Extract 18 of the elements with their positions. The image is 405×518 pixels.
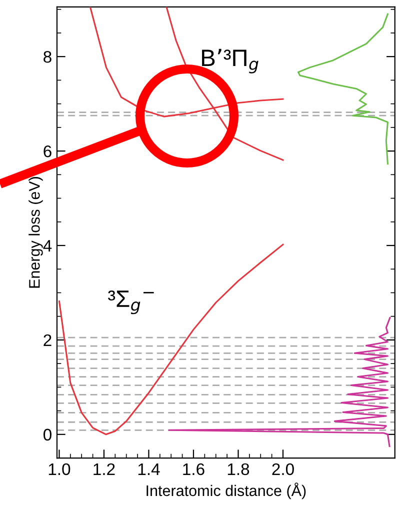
y-tick-label: 6 <box>44 145 52 158</box>
line-series <box>297 13 388 165</box>
x-axis-title: Interatomic distance (Å) <box>146 482 306 500</box>
x-tick-label: 1.2 <box>94 463 115 475</box>
x-tick-label: 1.4 <box>138 463 160 475</box>
x-tick-label: 1.0 <box>48 463 70 476</box>
x-tick-label: 1.8 <box>228 463 250 476</box>
y-tick-label: 0 <box>44 428 52 441</box>
y-axis-title: Energy loss (eV) <box>28 176 43 288</box>
line-series <box>168 316 391 447</box>
y-tick-label: 4 <box>43 240 52 252</box>
annotation: ³Σ$_{g}$$^{−}$ <box>108 290 154 314</box>
annotation: B’³Π$_{g}$ <box>202 48 258 74</box>
y-tick-label: 8 <box>44 50 52 63</box>
y-tick-label: 2 <box>44 334 52 346</box>
x-tick-label: 2.0 <box>272 463 294 476</box>
line-series <box>58 244 284 436</box>
x-tick-label: 1.6 <box>183 463 204 476</box>
